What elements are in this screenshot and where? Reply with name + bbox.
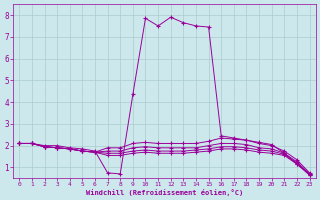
X-axis label: Windchill (Refroidissement éolien,°C): Windchill (Refroidissement éolien,°C) xyxy=(86,189,243,196)
